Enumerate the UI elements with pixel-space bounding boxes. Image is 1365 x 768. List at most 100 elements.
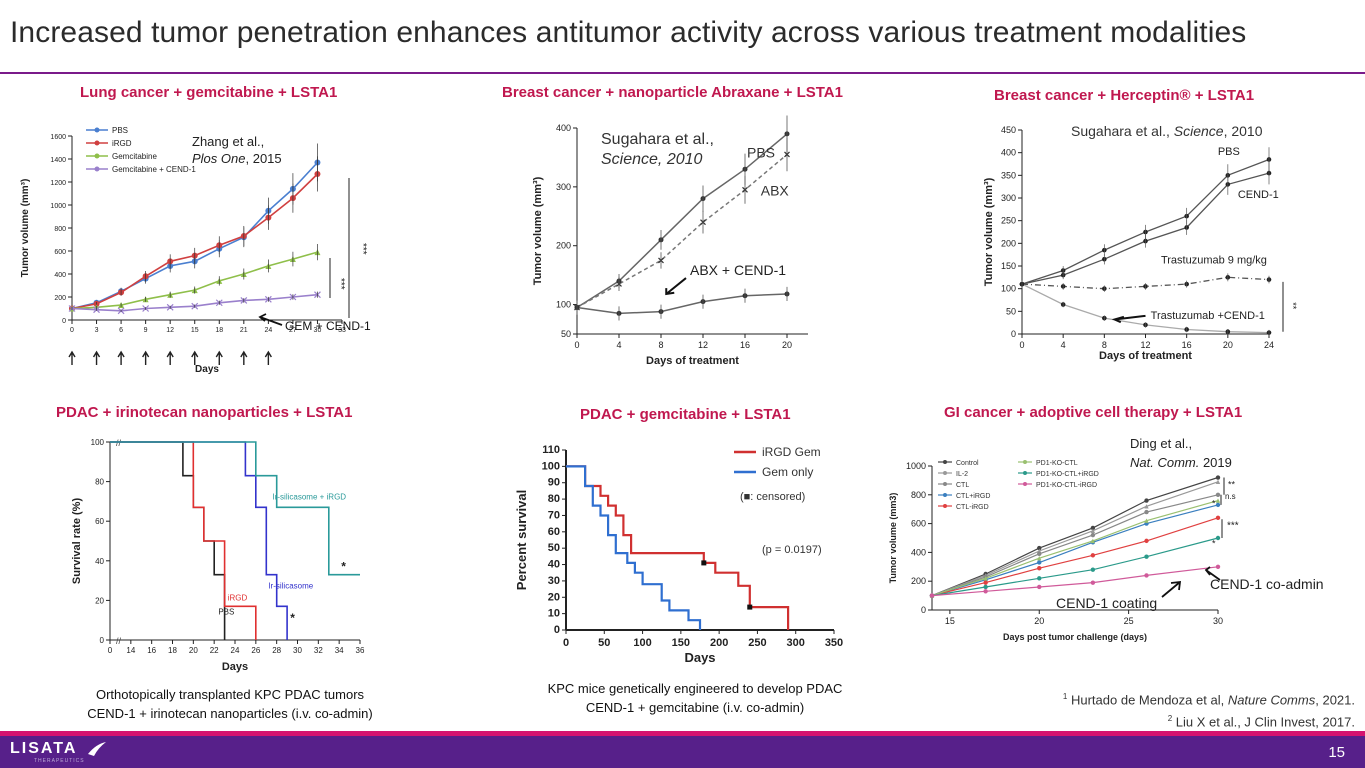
y-tick-label: 1200 (50, 180, 66, 187)
x-tick-label: 0 (108, 646, 113, 655)
y-tick-label: 40 (548, 559, 560, 571)
x-tick-label: 12 (166, 327, 174, 334)
significance-marker: *** (1227, 521, 1239, 532)
citation: Nat. Comm. 2019 (1130, 455, 1232, 470)
citation: Sugahara et al., (601, 131, 714, 148)
y-tick-label: 250 (1001, 216, 1016, 226)
caption-pdac-irinotecan: Orthotopically transplanted KPC PDAC tum… (40, 685, 420, 723)
data-point (983, 576, 988, 581)
x-tick-label: 0 (1019, 340, 1024, 350)
data-point (1144, 573, 1149, 578)
y-tick-label: 200 (556, 241, 571, 251)
panel-title-lung: Lung cancer + gemcitabine + LSTA1 (80, 84, 338, 101)
significance-marker: * (1212, 539, 1216, 549)
x-tick-label: 22 (210, 646, 219, 655)
x-tick-label: 8 (1102, 340, 1107, 350)
series-label: CEND-1 (1238, 189, 1279, 201)
references: 1 Hurtado de Mendoza et al, Nature Comms… (1063, 687, 1355, 732)
x-tick-label: 16 (147, 646, 156, 655)
x-tick-label: 26 (251, 646, 260, 655)
x-axis-label: Days (684, 650, 715, 665)
y-tick-label: 400 (54, 272, 66, 279)
legend-marker (943, 460, 947, 464)
x-tick-label: 20 (1223, 340, 1233, 350)
x-tick-label: 12 (1140, 340, 1150, 350)
x-tick-label: 4 (1061, 340, 1066, 350)
y-tick-label: 0 (100, 636, 105, 645)
data-point (1215, 475, 1221, 480)
legend-label: Control (956, 460, 979, 467)
treatment-arrow-icon (68, 350, 76, 365)
legend-marker (943, 504, 947, 508)
y-tick-label: 10 (548, 608, 560, 620)
legend-label: Gem only (762, 465, 813, 479)
treatment-arrow-icon (142, 350, 150, 365)
data-point (1090, 532, 1096, 538)
chart-gi-cancer-act: 15 20 25 30 0 200 400 600 800 1000 Days post tumor… (888, 436, 1324, 642)
legend-label: iRGD (112, 139, 132, 148)
x-tick-label: 33 (338, 327, 346, 334)
x-tick-label: 0 (563, 637, 569, 649)
series-line-5 (931, 500, 1219, 597)
y-tick-label: 70 (548, 509, 560, 521)
x-tick-label: 4 (616, 340, 621, 350)
legend-marker (943, 471, 947, 475)
chart-breast-abraxane: 0 4 8 12 16 20 50 100 200 300 400 Days of treatment… (532, 115, 808, 367)
series-line-7 (931, 566, 1219, 597)
citation: Plos One, 2015 (192, 151, 282, 166)
series-line-1 (931, 481, 1219, 597)
y-tick-label: 50 (548, 542, 560, 554)
reference-journal: Nature Comms (1227, 692, 1316, 708)
y-axis-label: Tumor volume (mm³) (983, 177, 995, 286)
panel-title-pdac-gemcitabine: PDAC + gemcitabine + LSTA1 (580, 406, 791, 423)
x-tick-label: 6 (119, 327, 123, 334)
y-tick-label: 100 (91, 438, 105, 447)
series-label: ABX + CEND-1 (690, 262, 786, 278)
y-tick-label: 400 (1001, 148, 1016, 158)
legend-marker (1023, 460, 1027, 464)
y-tick-label: 100 (1001, 284, 1016, 294)
x-tick-label: 14 (126, 646, 135, 655)
data-point (1144, 538, 1149, 544)
p-value: (p = 0.0197) (762, 544, 822, 556)
legend-note: (■: censored) (740, 491, 805, 503)
legend-label: CTL+iRGD (956, 493, 990, 500)
annotation-label: CEND-1 coating (1056, 595, 1157, 611)
data-point (1090, 567, 1096, 572)
y-tick-label: 20 (548, 591, 560, 603)
y-tick-label: 450 (1001, 125, 1016, 135)
x-tick-label: 18 (168, 646, 177, 655)
y-tick-label: 200 (1001, 238, 1016, 248)
series-label: PBS (1218, 146, 1240, 158)
y-tick-label: 200 (54, 295, 66, 302)
y-tick-label: 110 (542, 444, 560, 456)
data-point (1215, 492, 1221, 497)
citation: Ding et al., (1130, 436, 1192, 451)
x-tick-label: 150 (672, 637, 690, 649)
x-tick-label: 100 (633, 637, 651, 649)
series-label: ABX (761, 183, 790, 199)
y-axis-label: Tumor volume (mm³) (532, 176, 544, 285)
data-point (1037, 551, 1042, 557)
y-tick-label: 400 (911, 547, 926, 557)
treatment-arrow-icon (117, 350, 125, 365)
series-label: Ir-silicasome + iRGD (273, 492, 347, 501)
legend-marker (94, 140, 100, 146)
annotation-arrow-icon (258, 313, 283, 326)
y-tick-label: 300 (556, 182, 571, 192)
data-point (1215, 535, 1221, 541)
y-tick-label: 1000 (906, 461, 926, 471)
y-tick-label: 600 (911, 519, 926, 529)
legend-label: CTL-iRGD (956, 504, 989, 511)
caption-line: CEND-1 + gemcitabine (i.v. co-admin) (585, 700, 805, 715)
y-tick-label: 40 (95, 557, 104, 566)
y-tick-label: 1600 (50, 134, 66, 141)
x-tick-label: 30 (293, 646, 302, 655)
treatment-arrow-icon (264, 350, 272, 365)
y-tick-label: 200 (911, 576, 926, 586)
data-point (1037, 576, 1042, 581)
chart-breast-herceptin: 0 4 8 12 16 20 24 0 50 100 150 200 250 300 350 400 450 Da… (983, 123, 1298, 362)
y-tick-label: 80 (95, 478, 104, 487)
series-label: PBS (218, 607, 234, 616)
reference-text: Hurtado de Mendoza et al, (1070, 692, 1228, 708)
